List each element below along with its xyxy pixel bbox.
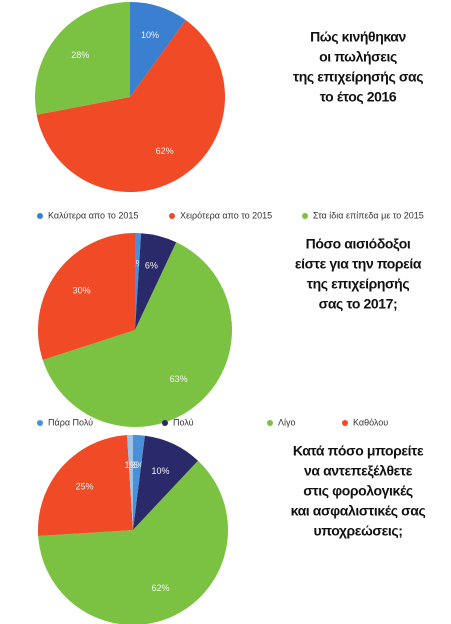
slice-label: 28% [71, 50, 89, 60]
slice-label: 1% [124, 460, 137, 470]
chart-title: και ασφαλιστικές σας [291, 503, 426, 519]
legend-label: Καλύτερα απο το 2015 [48, 210, 138, 220]
chart-title: Πόσο αισιόδοξοι [306, 236, 411, 252]
slice-label: 6% [145, 260, 158, 270]
pie-slice [35, 2, 130, 115]
pie-slice [135, 233, 177, 330]
slice-label: 1% [131, 258, 144, 268]
legend-marker [267, 420, 273, 426]
chart-title: να αντεπεξέλθετε [304, 463, 413, 479]
slice-label: 10% [141, 30, 159, 40]
pie-slice [130, 2, 186, 97]
chart-title: στις φορολογικές [303, 483, 413, 499]
pie-slice [135, 233, 142, 330]
pie-slice [37, 435, 133, 536]
legend-label: Πάρα Πολύ [48, 417, 93, 427]
chart-title: υποχρεώσεις; [314, 523, 403, 539]
slice-label: 30% [73, 286, 91, 296]
legend-marker [302, 213, 308, 219]
slice-label: 2% [131, 460, 144, 470]
chart-title: οι πωλήσεις [319, 49, 397, 65]
chart-title: το έτος 2016 [320, 89, 397, 105]
legend-marker [342, 420, 348, 426]
pie-slice [133, 435, 199, 530]
slice-label: 62% [151, 583, 169, 593]
legend-label: Χειρότερα απο το 2015 [180, 210, 272, 220]
chart-title: σας το 2017; [319, 296, 398, 312]
chart-title: της επιχείρησής [307, 276, 410, 292]
slice-label: 62% [156, 146, 174, 156]
legend-marker [37, 213, 43, 219]
pie-slice [37, 233, 135, 360]
chart-title: της επιχείρησής σας [293, 69, 423, 85]
slice-label: 10% [151, 466, 169, 476]
pie-slice [42, 242, 233, 428]
chart-title: είστε για την πορεία [295, 256, 422, 272]
slice-label: 25% [76, 482, 94, 492]
legend-label: Στα ίδια επίπεδα με το 2015 [313, 210, 424, 220]
legend-marker [37, 420, 43, 426]
chart-title: Πώς κινήθηκαν [310, 29, 406, 45]
legend-marker [162, 420, 168, 426]
pie-slice [127, 435, 133, 530]
legend-label: Καθόλου [353, 417, 388, 427]
pie-slice [133, 435, 145, 530]
slice-label: 63% [170, 374, 188, 384]
pie-slice [38, 460, 228, 624]
legend-label: Λίγο [278, 417, 296, 427]
pie-slice [36, 20, 225, 192]
legend-marker [169, 213, 175, 219]
chart-title: Κατά πόσο μπορείτε [293, 443, 424, 459]
legend-label: Πολύ [173, 417, 194, 427]
